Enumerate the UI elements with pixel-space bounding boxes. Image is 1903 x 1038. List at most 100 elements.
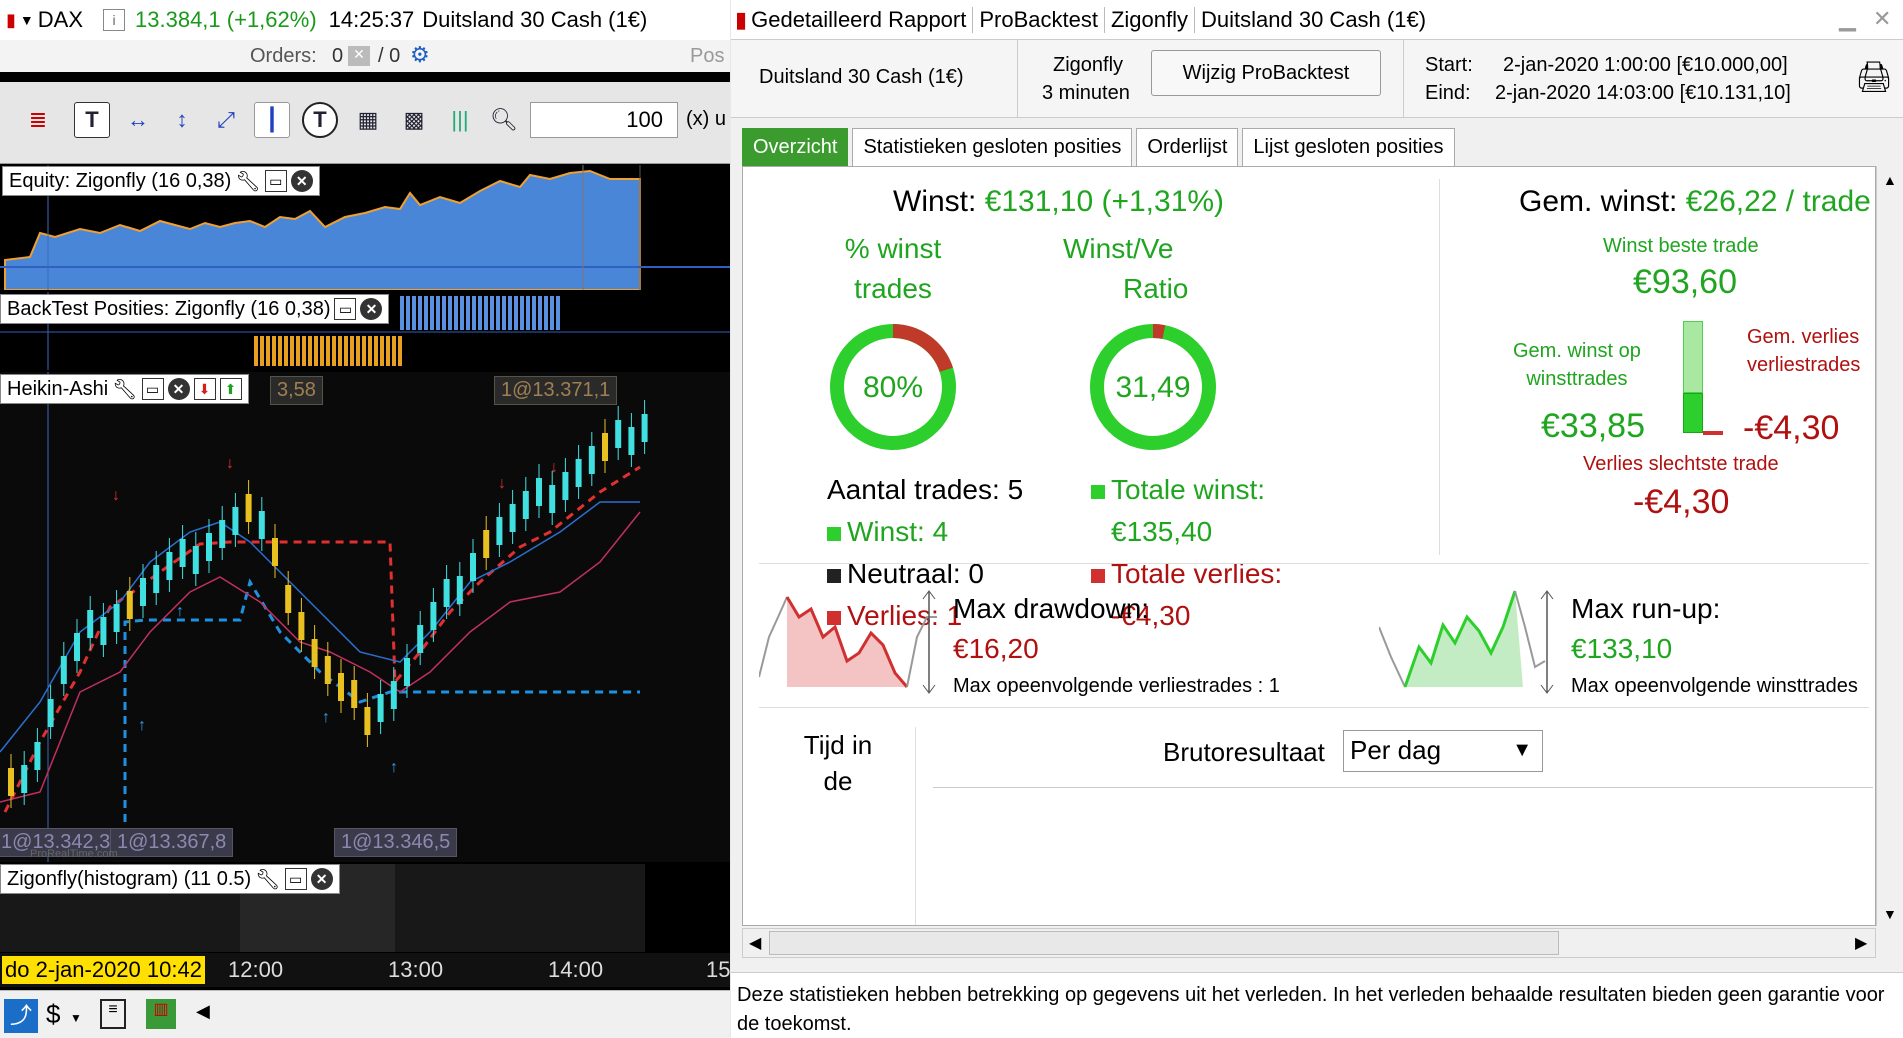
- gem-verlies-1: Gem. verlies: [1747, 326, 1860, 348]
- ratio-title-1: Winst/Ve: [1063, 233, 1174, 264]
- gem-verlies-bar: [1703, 431, 1723, 435]
- wrench-icon[interactable]: 🔧︎: [235, 170, 261, 193]
- bars-tool-icon[interactable]: |||: [451, 107, 469, 132]
- print-icon[interactable]: 🖨︎: [1855, 61, 1894, 94]
- histogram-header: Zigonfly(histogram) (11 0.5) 🔧︎ ▭ ✕: [0, 864, 340, 894]
- position-bar: [472, 296, 476, 330]
- candle: [219, 520, 226, 548]
- close-icon[interactable]: ✕: [1873, 6, 1892, 31]
- position-bar: [338, 336, 342, 366]
- candle: [192, 546, 199, 574]
- search-icon[interactable]: 🔍︎: [490, 107, 518, 132]
- close-icon[interactable]: ✕: [167, 378, 190, 400]
- ratio-title: Winst/Ve Ratio: [1063, 229, 1213, 309]
- candle: [140, 578, 146, 606]
- candle: [390, 681, 397, 709]
- time-tick: 12:00: [228, 957, 284, 982]
- gem-winst-headline: Gem. winst: €26,22 / trade: [1519, 185, 1871, 219]
- position-bar: [392, 336, 396, 366]
- tab-gesloten-posities[interactable]: Lijst gesloten posities: [1242, 128, 1455, 166]
- scroll-thumb[interactable]: [769, 931, 1559, 955]
- candle: [522, 491, 529, 519]
- tab-orderlijst[interactable]: Orderlijst: [1136, 128, 1239, 166]
- fibonacci-icon[interactable]: ≣: [28, 107, 48, 132]
- scroll-up-icon[interactable]: ▲: [1883, 172, 1897, 188]
- info-icon[interactable]: i: [103, 9, 126, 31]
- text-tool-icon[interactable]: T: [74, 102, 110, 138]
- report-info-bar: Duitsland 30 Cash (1€) Zigonfly 3 minute…: [731, 40, 1903, 118]
- wrench-icon[interactable]: 🔧︎: [112, 378, 138, 401]
- position-bar: [374, 336, 378, 366]
- tab-statistieken[interactable]: Statistieken gesloten posities: [852, 128, 1133, 166]
- scroll-left-icon[interactable]: ◀: [749, 935, 762, 952]
- dropdown-arrow-icon[interactable]: ▼: [70, 1011, 82, 1025]
- pct-winst-title: % winst trades: [803, 229, 983, 309]
- cancel-orders-icon[interactable]: ✕: [348, 46, 370, 66]
- dropdown-arrow-icon[interactable]: ▼: [19, 12, 34, 28]
- dollar-icon[interactable]: $: [46, 999, 61, 1029]
- chevron-down-icon[interactable]: ▼: [1512, 739, 1532, 761]
- speech-tool-icon[interactable]: T: [302, 102, 338, 138]
- aantal-label: Aantal trades:: [827, 474, 1000, 505]
- vertical-measure-icon[interactable]: ↕: [176, 107, 188, 132]
- scroll-left-icon[interactable]: ◀: [196, 1001, 210, 1021]
- list-icon[interactable]: ≡: [100, 999, 126, 1029]
- instrument-name[interactable]: DAX: [37, 7, 84, 32]
- close-icon[interactable]: ✕: [290, 170, 313, 192]
- start-value: 2-jan-2020 1:00:00 [€10.000,00]: [1503, 54, 1788, 76]
- time-tick: 15: [706, 957, 730, 982]
- slechtste-trade-label: Verlies slechtste trade: [1583, 453, 1779, 475]
- minimize-icon[interactable]: ▁: [1839, 6, 1856, 31]
- period-select[interactable]: Per dag ▼: [1343, 730, 1543, 772]
- drawing-toolbar: ≣ T ↔ ↕ ⤢ ┃ T ▦ ▩ ||| 🔍︎ (x) u: [0, 82, 730, 164]
- heikin-ashi-panel: ↓ ↓ ↓ ↓ ↑ ↑ ↑ ↑ Heikin-Ashi 🔧︎ ▭ ✕ ⬇ ⬆ 3,58 1@1…: [0, 372, 730, 862]
- buy-signal-icon: ↑: [138, 717, 146, 734]
- diagonal-line-icon[interactable]: ⤢: [217, 107, 235, 132]
- up-arrow-icon[interactable]: ⬆: [219, 378, 242, 400]
- wrench-icon[interactable]: 🔧︎: [255, 868, 281, 891]
- candle: [206, 533, 212, 561]
- columns-icon[interactable]: ▥: [146, 999, 176, 1029]
- tab-overzicht[interactable]: Overzicht: [742, 128, 849, 166]
- scroll-down-icon[interactable]: ▼: [1883, 906, 1897, 922]
- horizontal-measure-icon[interactable]: ↔: [127, 107, 149, 132]
- window-icon[interactable]: ▭: [284, 868, 307, 890]
- position-bar: [344, 336, 348, 366]
- position-bar: [308, 336, 312, 366]
- scroll-right-icon[interactable]: ▶: [1855, 935, 1868, 952]
- close-icon[interactable]: ✕: [360, 298, 383, 320]
- verlies-count: 1: [946, 600, 963, 631]
- runup-value: €133,10: [1571, 633, 1673, 664]
- chart-window: ▮ ▼ DAX i 13.384,1 (+1,62%) 14:25:37 Dui…: [0, 0, 730, 1038]
- change-backtest-button[interactable]: Wijzig ProBacktest: [1151, 50, 1381, 96]
- candle: [258, 511, 265, 539]
- close-icon[interactable]: ✕: [310, 868, 333, 890]
- window-icon[interactable]: ▭: [334, 298, 357, 320]
- candle: [483, 530, 490, 558]
- down-arrow-icon[interactable]: ⬇: [193, 378, 216, 400]
- position-bar: [332, 336, 336, 366]
- position-bar: [424, 296, 428, 330]
- candle: [430, 602, 437, 630]
- vertical-line-icon[interactable]: ┃: [254, 102, 290, 138]
- chart-bottom-toolbar: ⤴ $ ▼ ≡ ▥ ◀: [0, 990, 730, 1038]
- blue-band-line: [0, 501, 640, 753]
- position-bar: [350, 336, 354, 366]
- pattern-tool-icon[interactable]: ▩: [403, 107, 425, 132]
- zoom-input[interactable]: [530, 102, 678, 138]
- drawdown-sub: Max opeenvolgende verliestrades : 1: [953, 675, 1280, 697]
- window-icon[interactable]: ▭: [264, 170, 287, 192]
- position-bar: [418, 296, 422, 330]
- window-icon[interactable]: ▭: [141, 378, 164, 400]
- candle: [34, 742, 41, 770]
- report-window: ▮ Gedetailleerd Rapport ProBacktest Zigo…: [731, 0, 1903, 1038]
- gear-icon[interactable]: ⚙: [410, 42, 430, 67]
- share-icon[interactable]: ⤴: [4, 999, 38, 1033]
- horizontal-scrollbar[interactable]: ◀ ▶: [742, 928, 1876, 958]
- orders-count: 0: [332, 45, 344, 67]
- info-period: 3 minuten: [1042, 82, 1130, 104]
- equity-panel: Equity: Zigonfly (16 0,38) 🔧︎ ▭ ✕: [0, 165, 730, 291]
- grid-tool-icon[interactable]: ▦: [357, 107, 379, 132]
- vertical-scrollbar[interactable]: ▲ ▼: [1876, 166, 1903, 926]
- candle: [8, 768, 14, 796]
